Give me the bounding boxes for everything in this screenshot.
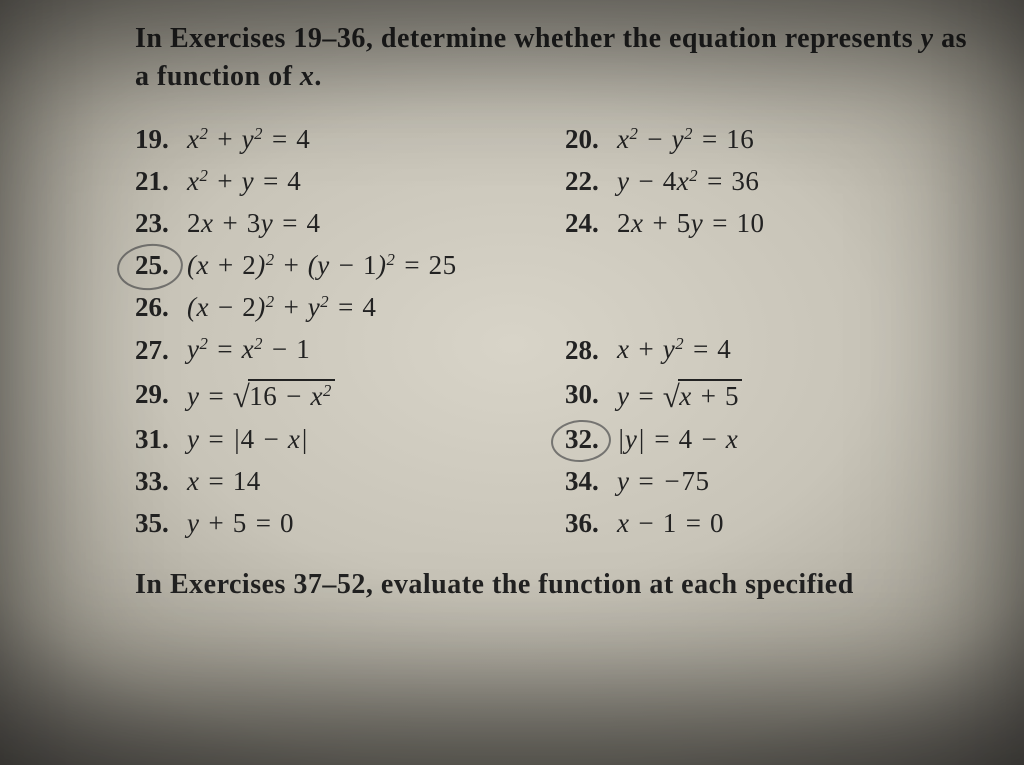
exercise-number: 24.	[565, 208, 617, 239]
exercise-number: 20.	[565, 124, 617, 155]
instruction-y: y	[921, 23, 934, 54]
exercise-equation: 2x + 5y = 10	[617, 208, 764, 239]
exercise-equation: x = 14	[187, 466, 261, 497]
instruction-bottom: In Exercises 37–52, evaluate the functio…	[135, 569, 1015, 601]
exercise-number: 31.	[135, 424, 187, 455]
exercise: 32.|y| = 4 − x	[565, 424, 985, 455]
exercise-equation: |y| = 4 − x	[617, 424, 738, 455]
page-content: In Exercises 19–36, determine whether th…	[135, 20, 1015, 601]
exercise-number: 36.	[565, 508, 617, 539]
exercise-number: 21.	[135, 166, 187, 197]
exercise: 24.2x + 5y = 10	[565, 208, 985, 239]
exercise: 20.x2 − y2 = 16	[565, 124, 985, 155]
instruction-suffix: .	[314, 61, 322, 92]
exercise-number: 28.	[565, 335, 617, 366]
exercise-equation: y = |4 − x|	[187, 424, 308, 455]
exercise-number: 25.	[135, 250, 187, 281]
exercise-row: 23.2x + 3y = 424.2x + 5y = 10	[135, 208, 1015, 239]
exercise-equation: x + y2 = 4	[617, 334, 731, 365]
exercise-row: 25.(x + 2)2 + (y − 1)2 = 25	[135, 250, 1015, 281]
exercise-equation: x2 + y = 4	[187, 166, 301, 197]
exercise-equation: y = −75	[617, 466, 709, 497]
exercise-equation: x2 + y2 = 4	[187, 124, 310, 155]
exercise-number: 27.	[135, 335, 187, 366]
exercise-row: 19.x2 + y2 = 420.x2 − y2 = 16	[135, 124, 1015, 155]
exercise-number: 33.	[135, 466, 187, 497]
exercise-row: 33.x = 1434.y = −75	[135, 466, 1015, 497]
exercise: 21.x2 + y = 4	[135, 166, 565, 197]
exercise: 30.y = √x + 5	[565, 377, 985, 413]
exercise: 19.x2 + y2 = 4	[135, 124, 565, 155]
exercise-number: 23.	[135, 208, 187, 239]
instruction-prefix: In Exercises 19–36, determine whether th…	[135, 23, 921, 54]
instruction-top: In Exercises 19–36, determine whether th…	[135, 20, 1015, 96]
exercise: 26.(x − 2)2 + y2 = 4	[135, 292, 565, 323]
exercise: 31.y = |4 − x|	[135, 424, 565, 455]
exercise-list: 19.x2 + y2 = 420.x2 − y2 = 1621.x2 + y =…	[135, 124, 1015, 539]
exercise: 35.y + 5 = 0	[135, 508, 565, 539]
exercise-number: 32.	[565, 424, 617, 455]
exercise-number: 26.	[135, 292, 187, 323]
exercise-number: 19.	[135, 124, 187, 155]
exercise-number: 29.	[135, 379, 187, 410]
exercise: 33.x = 14	[135, 466, 565, 497]
exercise-row: 21.x2 + y = 422.y − 4x2 = 36	[135, 166, 1015, 197]
exercise-row: 29.y = √16 − x230.y = √x + 5	[135, 377, 1015, 413]
exercise-equation: y = √x + 5	[617, 377, 742, 413]
instruction-x: x	[300, 61, 315, 92]
exercise-equation: y2 = x2 − 1	[187, 334, 310, 365]
exercise-row: 26.(x − 2)2 + y2 = 4	[135, 292, 1015, 323]
exercise-number: 35.	[135, 508, 187, 539]
exercise-equation: y = √16 − x2	[187, 377, 335, 413]
exercise-equation: 2x + 3y = 4	[187, 208, 320, 239]
exercise-row: 35.y + 5 = 036.x − 1 = 0	[135, 508, 1015, 539]
exercise-row: 27.y2 = x2 − 128.x + y2 = 4	[135, 334, 1015, 365]
exercise: 28.x + y2 = 4	[565, 334, 985, 365]
exercise-equation: y − 4x2 = 36	[617, 166, 759, 197]
exercise: 36.x − 1 = 0	[565, 508, 985, 539]
exercise: 22.y − 4x2 = 36	[565, 166, 985, 197]
exercise-equation: y + 5 = 0	[187, 508, 294, 539]
exercise-number: 34.	[565, 466, 617, 497]
exercise-equation: x − 1 = 0	[617, 508, 724, 539]
exercise-number: 22.	[565, 166, 617, 197]
exercise: 29.y = √16 − x2	[135, 377, 565, 413]
exercise-number: 30.	[565, 379, 617, 410]
exercise: 25.(x + 2)2 + (y − 1)2 = 25	[135, 250, 565, 281]
exercise-row: 31.y = |4 − x|32.|y| = 4 − x	[135, 424, 1015, 455]
exercise: 23.2x + 3y = 4	[135, 208, 565, 239]
exercise-equation: (x + 2)2 + (y − 1)2 = 25	[187, 250, 457, 281]
exercise-equation: (x − 2)2 + y2 = 4	[187, 292, 376, 323]
exercise: 27.y2 = x2 − 1	[135, 334, 565, 365]
exercise-equation: x2 − y2 = 16	[617, 124, 754, 155]
exercise: 34.y = −75	[565, 466, 985, 497]
